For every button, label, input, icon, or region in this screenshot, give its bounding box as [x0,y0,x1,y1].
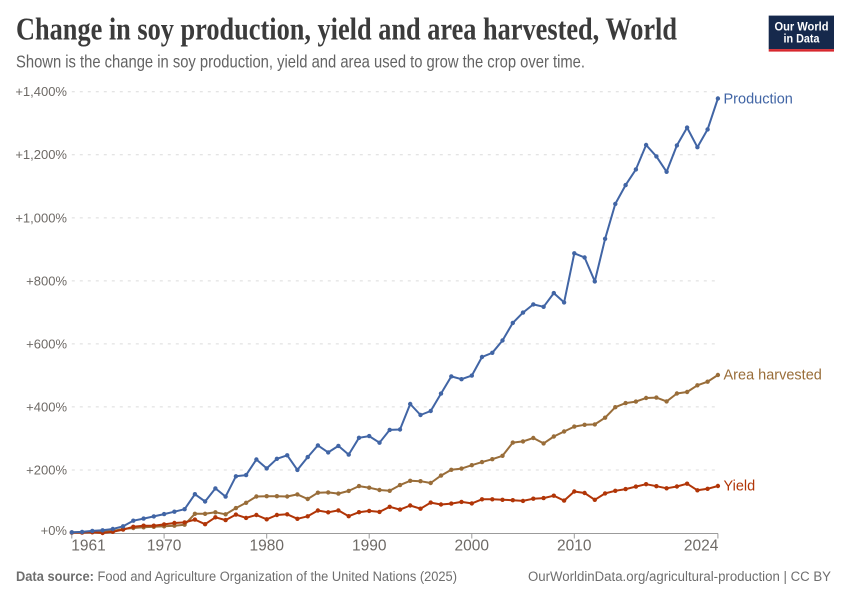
svg-text:+1,200%: +1,200% [15,147,67,162]
svg-text:Data source: Food and Agricult: Data source: Food and Agriculture Organi… [16,569,457,584]
svg-text:1990: 1990 [352,538,387,555]
svg-text:2024: 2024 [684,538,719,555]
svg-text:2010: 2010 [557,538,592,555]
svg-text:in Data: in Data [784,31,820,45]
svg-text:+1,400%: +1,400% [15,84,67,99]
svg-text:2000: 2000 [455,538,490,555]
svg-text:+1,000%: +1,000% [15,210,67,225]
svg-text:Change in soy production, yiel: Change in soy production, yield and area… [16,11,677,47]
svg-text:Production: Production [724,92,793,108]
svg-text:Yield: Yield [724,479,756,495]
svg-text:+200%: +200% [26,462,67,477]
svg-text:+0%: +0% [41,523,68,538]
svg-text:1970: 1970 [147,538,182,555]
svg-text:1961: 1961 [71,538,105,555]
svg-text:+400%: +400% [26,399,67,414]
svg-text:Area harvested: Area harvested [724,368,822,384]
svg-text:1980: 1980 [249,538,284,555]
svg-text:+800%: +800% [26,273,67,288]
svg-text:Our World: Our World [775,19,829,33]
svg-text:+600%: +600% [26,336,67,351]
svg-text:OurWorldinData.org/agricultura: OurWorldinData.org/agricultural-producti… [528,569,831,584]
svg-text:Shown is the change in soy pro: Shown is the change in soy production, y… [16,52,585,72]
